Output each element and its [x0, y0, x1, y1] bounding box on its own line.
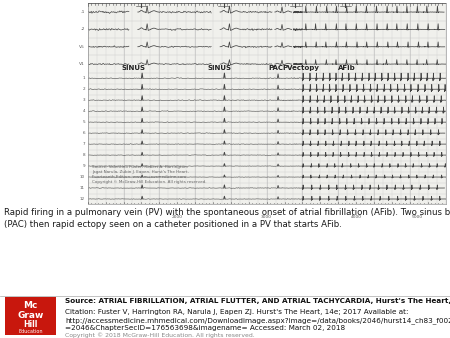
- Text: PVectopy: PVectopy: [283, 65, 320, 71]
- Text: 1: 1: [82, 76, 85, 80]
- Text: V1: V1: [79, 62, 85, 66]
- Text: Graw: Graw: [17, 311, 44, 320]
- Text: 8: 8: [82, 153, 85, 157]
- Text: V5: V5: [79, 45, 85, 49]
- Text: -2: -2: [81, 27, 85, 31]
- Text: =2046&ChapterSecID=176563698&imagename= Accessed: March 02, 2018: =2046&ChapterSecID=176563698&imagename= …: [65, 325, 346, 331]
- Text: Source: ATRIAL FIBRILLATION, ATRIAL FLUTTER, AND ATRIAL TACHYCARDIA, Hurst's The: Source: ATRIAL FIBRILLATION, ATRIAL FLUT…: [65, 298, 450, 304]
- Text: Citation: Fuster V, Harrington RA, Narula J, Eapen ZJ. Hurst's The Heart, 14e; 2: Citation: Fuster V, Harrington RA, Narul…: [65, 309, 409, 315]
- Text: 3: 3: [82, 98, 85, 102]
- Text: Copyright © 2018 McGraw-Hill Education. All rights reserved.: Copyright © 2018 McGraw-Hill Education. …: [65, 332, 255, 338]
- Text: 12: 12: [80, 197, 85, 201]
- Text: PAC: PAC: [268, 65, 284, 71]
- Text: 5000: 5000: [411, 215, 423, 219]
- Text: 4: 4: [82, 109, 85, 113]
- Text: http://accessmedicine.mhmedical.com/Downloadimage.aspx?image=/data/books/2046/hu: http://accessmedicine.mhmedical.com/Down…: [65, 318, 450, 324]
- Text: 6: 6: [82, 131, 85, 135]
- Text: 3000: 3000: [261, 215, 272, 219]
- Text: Mc: Mc: [23, 301, 37, 310]
- Text: AFib: AFib: [338, 65, 356, 71]
- Text: Rapid firing in a pulmonary vein (PV) with the spontaneous onset of atrial fibri: Rapid firing in a pulmonary vein (PV) wi…: [4, 208, 450, 229]
- Text: Education: Education: [18, 329, 43, 334]
- Text: 9: 9: [82, 164, 85, 168]
- Text: Source: Valentino Fuster, Robert A. Harrington,
Jagat Narula, Zubin J. Eapen. Hu: Source: Valentino Fuster, Robert A. Harr…: [92, 165, 207, 184]
- Text: 11: 11: [80, 186, 85, 190]
- Text: 5: 5: [82, 120, 85, 124]
- Text: 4000: 4000: [351, 215, 361, 219]
- Text: 2: 2: [82, 87, 85, 91]
- Text: SINUS: SINUS: [207, 65, 232, 71]
- Text: Hill: Hill: [23, 320, 37, 329]
- Text: SINUS: SINUS: [122, 65, 146, 71]
- Text: 7: 7: [82, 142, 85, 146]
- Text: 2000: 2000: [172, 215, 183, 219]
- Text: -1: -1: [81, 10, 85, 14]
- Text: 10: 10: [80, 175, 85, 179]
